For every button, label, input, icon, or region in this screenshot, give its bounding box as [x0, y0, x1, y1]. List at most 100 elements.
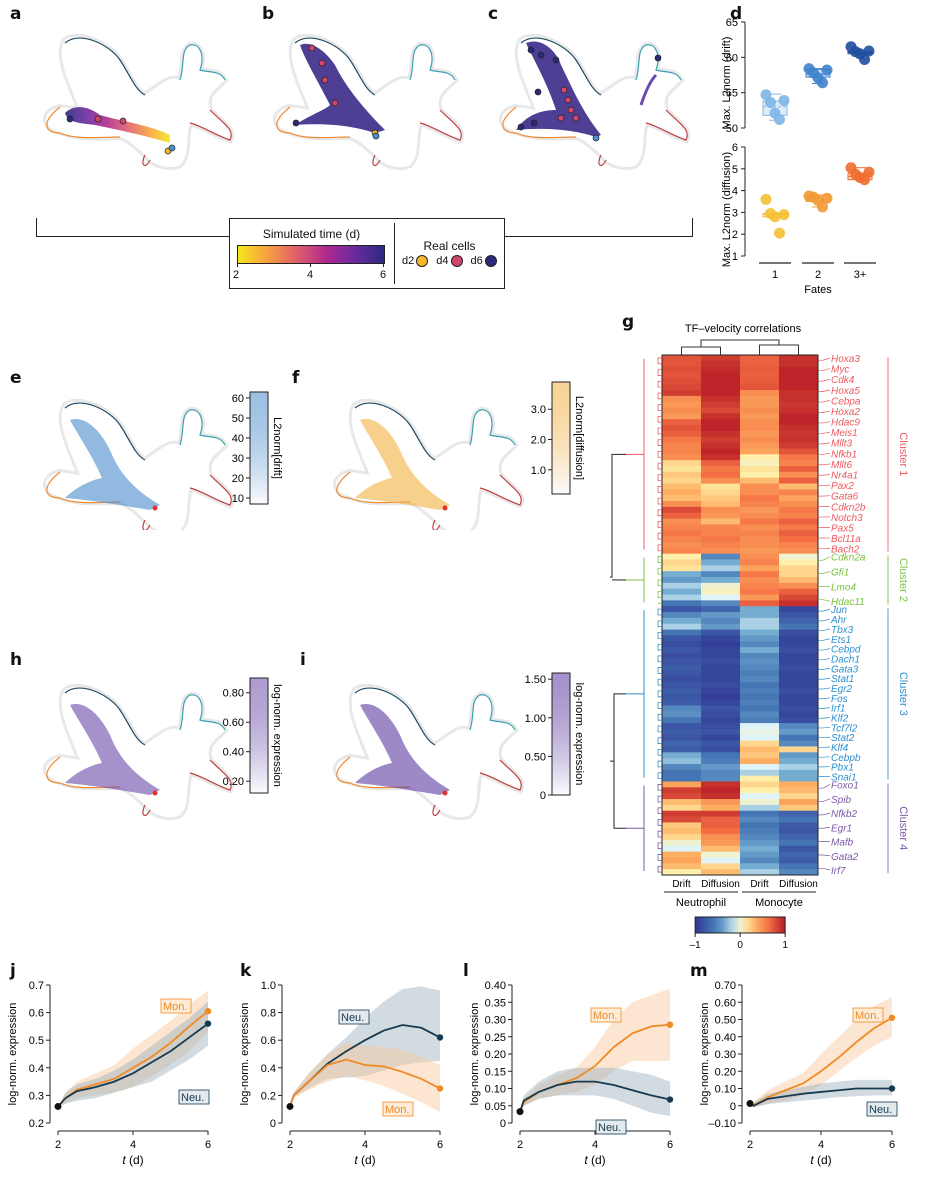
- heatmap-cell: [701, 816, 741, 823]
- row-dendrogram: [657, 772, 662, 779]
- heatmap-cell: [740, 413, 780, 420]
- heatmap-title: TF–velocity correlations: [685, 323, 802, 335]
- heatmap-cell: [779, 834, 819, 841]
- heatmap-cell: [662, 366, 702, 374]
- heatmap-cell: [701, 524, 741, 531]
- gene-label: Snai1: [831, 773, 857, 784]
- heatmap-cell: [779, 477, 819, 485]
- heatmap-cell: [779, 506, 819, 514]
- root-dendrogram: [613, 693, 626, 829]
- gene-leader-line: [818, 697, 831, 700]
- heatmap-cell: [740, 740, 780, 747]
- bracket-right: [692, 218, 693, 236]
- row-dendrogram: [657, 842, 662, 850]
- x-tick-label: 2: [517, 1139, 523, 1151]
- heatmap-cell: [701, 763, 741, 771]
- heatmap-cell: [662, 804, 702, 812]
- heatmap-cell: [662, 763, 702, 771]
- real-cell-dot: [654, 54, 662, 62]
- panel-label-b: b: [262, 4, 275, 24]
- row-dendrogram: [657, 357, 662, 365]
- heatmap-cell: [740, 787, 780, 794]
- real-cell-dot: [527, 46, 535, 54]
- heatmap-cell: [701, 448, 741, 455]
- heatmap-cell: [701, 612, 741, 619]
- heatmap-cell: [701, 454, 741, 461]
- series-label: Neu.: [181, 1092, 204, 1104]
- gene-label: Tbx3: [831, 625, 854, 636]
- gene-label: Gfi1: [831, 568, 849, 579]
- real-cell-dot: [530, 119, 538, 127]
- heatmap-cell: [662, 430, 702, 438]
- embedding-group: [333, 683, 525, 821]
- heatmap-cell: [701, 477, 741, 485]
- trajectory-cloud: [65, 107, 170, 143]
- real-cell-dot: [572, 114, 580, 122]
- gene-label: Egr2: [831, 684, 853, 695]
- heatmap-cell: [740, 390, 780, 397]
- row-dendrogram: [657, 579, 662, 587]
- x-tick-label: 6: [205, 1139, 211, 1151]
- gene-leader-line: [818, 736, 831, 739]
- x-axis-label-unit: (d): [588, 1153, 606, 1167]
- gene-label: Nfkb1: [831, 449, 857, 460]
- y-axis-label: Max. L2norm (diffusion): [721, 152, 733, 267]
- gene-leader-line: [818, 410, 831, 413]
- cluster-label: Cluster 1: [897, 432, 909, 476]
- row-dendrogram: [657, 567, 662, 575]
- heatmap-cell: [701, 395, 741, 403]
- embedding-c: [499, 33, 691, 171]
- x-axis-label: Fates: [804, 284, 832, 296]
- heatmap-cell: [779, 810, 819, 818]
- heatmap-cell: [662, 553, 702, 560]
- lineage-outline-left: [46, 471, 121, 504]
- row-dendrogram: [657, 439, 662, 446]
- gene-label: Jun: [830, 605, 848, 616]
- d2-dot-icon: [416, 255, 429, 267]
- heatmap-cell: [740, 530, 780, 537]
- root-dendrogram: [610, 453, 626, 578]
- heatmap-cell: [779, 845, 819, 853]
- heatmap-cell: [740, 547, 780, 555]
- heatmap-cell: [701, 390, 741, 397]
- gene-leader-line: [818, 431, 831, 434]
- heatmap-cell: [779, 436, 819, 444]
- heatmap-cell: [701, 851, 741, 858]
- series-line: [749, 1087, 892, 1107]
- heatmap-cell: [779, 471, 819, 479]
- heatmap-cell: [662, 471, 702, 479]
- heatmap-cell: [740, 647, 780, 654]
- gene-leader-line: [818, 658, 831, 661]
- row-dendrogram: [657, 427, 662, 435]
- lineage-outline-right: [469, 694, 516, 731]
- heatmap-cell: [740, 676, 780, 683]
- heatmap-cell: [779, 594, 819, 601]
- colorbar-tick-label: 0: [737, 940, 743, 951]
- heatmap-cell: [701, 588, 741, 596]
- y-tick-label: 0.8: [261, 1008, 276, 1020]
- lineage-outline-right: [179, 694, 226, 731]
- real-cell-dot: [592, 134, 600, 142]
- heatmap-cell: [740, 600, 780, 607]
- bracket-left: [36, 218, 37, 236]
- trajectory-cloud: [516, 41, 601, 137]
- heatmap-cell: [740, 471, 780, 479]
- gene-label: Dach1: [831, 654, 860, 665]
- series-endpoint: [888, 1014, 896, 1021]
- series-label-box: [595, 1119, 627, 1135]
- heatmap-cell: [662, 390, 702, 397]
- heatmap-cell: [740, 460, 780, 467]
- colorbar-tick-label: 0.80: [223, 688, 244, 700]
- x-tick-label: 2: [815, 269, 821, 281]
- heatmap-cell: [701, 489, 741, 496]
- data-point: [817, 201, 828, 213]
- heatmap-cell: [662, 617, 702, 625]
- heatmap-cell: [662, 600, 702, 607]
- expression-region: [355, 704, 450, 795]
- heatmap-cell: [662, 793, 702, 800]
- gene-label: Stat2: [831, 733, 855, 744]
- heatmap-cell: [740, 641, 780, 648]
- gene-label: Meis1: [831, 428, 858, 439]
- data-point: [863, 45, 875, 57]
- heatmap-cell: [662, 834, 702, 841]
